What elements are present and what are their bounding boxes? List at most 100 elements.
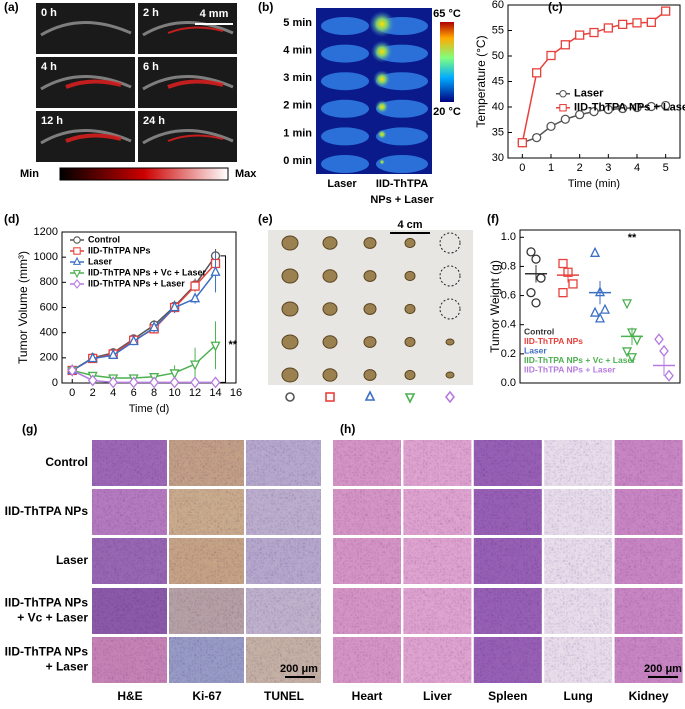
group-label: NPs + Laser bbox=[370, 194, 434, 206]
histology-image bbox=[169, 440, 244, 486]
x-tick-label: 2 bbox=[90, 387, 96, 399]
legend-label: Laser bbox=[574, 88, 604, 100]
tumor bbox=[281, 235, 299, 251]
row-label: IID-ThTPA NPs bbox=[5, 645, 89, 659]
histology-image bbox=[403, 588, 472, 634]
tissue bbox=[142, 21, 234, 37]
tumor bbox=[281, 301, 299, 317]
x-tick-label: 4 bbox=[634, 162, 640, 174]
x-tick-label: 0 bbox=[69, 387, 75, 399]
histology-image bbox=[92, 538, 167, 584]
marker bbox=[87, 352, 98, 363]
mouse bbox=[321, 127, 369, 146]
marker bbox=[558, 258, 568, 269]
row-label: IID-ThTPA NPs bbox=[5, 504, 89, 518]
histology-image bbox=[544, 489, 613, 535]
y-axis-title: Temperature (°C) bbox=[474, 35, 488, 127]
mouse bbox=[321, 155, 369, 173]
marker bbox=[532, 132, 542, 143]
x-axis-title: Time (d) bbox=[129, 403, 170, 415]
histology-image bbox=[473, 489, 542, 535]
marker bbox=[149, 321, 160, 332]
y-tick-label: 0.4 bbox=[501, 319, 516, 331]
y-tick-label: 200 bbox=[40, 352, 58, 364]
x-tick-label: 10 bbox=[168, 387, 180, 399]
marker bbox=[558, 288, 568, 298]
y-tick-label: 1000 bbox=[34, 251, 58, 263]
tumor bbox=[445, 371, 455, 379]
marker bbox=[632, 102, 642, 113]
y-tick-label: 800 bbox=[40, 276, 58, 288]
histology-image bbox=[246, 637, 321, 683]
time-label: 2 min bbox=[283, 100, 312, 112]
row-label: Control bbox=[45, 455, 88, 469]
y-tick-label: 0.8 bbox=[501, 260, 516, 272]
histology-image bbox=[246, 440, 321, 486]
marker bbox=[661, 6, 671, 16]
legend-label: IID-ThTPA NPs + Vc + Laser bbox=[524, 355, 636, 365]
annotation: ** bbox=[628, 232, 637, 244]
marker bbox=[632, 18, 642, 28]
histology-image bbox=[544, 440, 613, 486]
group-symbol bbox=[444, 390, 456, 404]
y-tick-label: 0.6 bbox=[501, 289, 516, 301]
tissue bbox=[142, 129, 234, 145]
x-tick-label: 1 bbox=[548, 162, 554, 174]
marker bbox=[560, 114, 570, 124]
time-label: 12 h bbox=[41, 115, 63, 127]
pa-signal bbox=[167, 79, 224, 89]
histology-image bbox=[403, 440, 472, 486]
mouse bbox=[321, 17, 369, 35]
row-label: Laser bbox=[56, 553, 88, 567]
marker bbox=[631, 335, 643, 346]
colorbar-max: 65 °C bbox=[433, 8, 461, 20]
histology-image bbox=[614, 489, 683, 535]
group-label: IID-ThTPA bbox=[376, 178, 428, 190]
time-label: 24 h bbox=[143, 115, 165, 127]
marker bbox=[73, 236, 81, 244]
x-tick-label: 14 bbox=[209, 387, 221, 399]
scale-label: 200 μm bbox=[644, 663, 682, 675]
histology-image bbox=[403, 538, 472, 584]
histology-image bbox=[403, 637, 472, 683]
histology-image bbox=[544, 637, 613, 683]
marker bbox=[108, 348, 119, 359]
marker bbox=[568, 279, 578, 289]
pa-signal bbox=[65, 133, 122, 143]
x-axis-title: Time (min) bbox=[568, 178, 620, 190]
legend-label: Laser bbox=[524, 345, 547, 355]
mouse bbox=[376, 127, 428, 146]
histology-image bbox=[473, 538, 542, 584]
row-label: + Vc + Laser bbox=[17, 611, 88, 625]
marker bbox=[532, 68, 542, 78]
marker bbox=[190, 281, 200, 291]
thermal-image bbox=[316, 8, 432, 174]
histology-image bbox=[333, 588, 401, 634]
tumor bbox=[404, 336, 416, 348]
annotation: ** bbox=[229, 339, 238, 351]
marker bbox=[599, 303, 611, 314]
x-tick-label: 4 bbox=[110, 387, 116, 399]
y-tick-label: 60 bbox=[492, 0, 504, 11]
colorbar-max: Max bbox=[235, 168, 257, 180]
mouse bbox=[321, 44, 369, 63]
tumor bbox=[404, 237, 416, 249]
y-tick-label: 1.0 bbox=[501, 231, 516, 243]
histology-image bbox=[614, 588, 683, 634]
pa-signal bbox=[65, 79, 122, 89]
histology-image bbox=[333, 440, 401, 486]
time-label: 5 min bbox=[283, 17, 312, 29]
legend-label: IID-ThTPA NPs bbox=[524, 336, 583, 346]
row-label: IID-ThTPA NPs bbox=[5, 596, 89, 610]
marker bbox=[646, 17, 656, 27]
empty-slot bbox=[439, 298, 461, 320]
marker bbox=[646, 101, 656, 112]
marker bbox=[149, 376, 159, 389]
legend-label: IID-ThTPA NPs + Vc + Laser bbox=[88, 267, 207, 277]
marker bbox=[546, 121, 556, 132]
histology-image bbox=[169, 588, 244, 634]
column-label: Lung bbox=[564, 689, 593, 703]
histology-image bbox=[246, 489, 321, 535]
marker bbox=[589, 246, 601, 257]
legend-label: Laser bbox=[88, 256, 113, 266]
